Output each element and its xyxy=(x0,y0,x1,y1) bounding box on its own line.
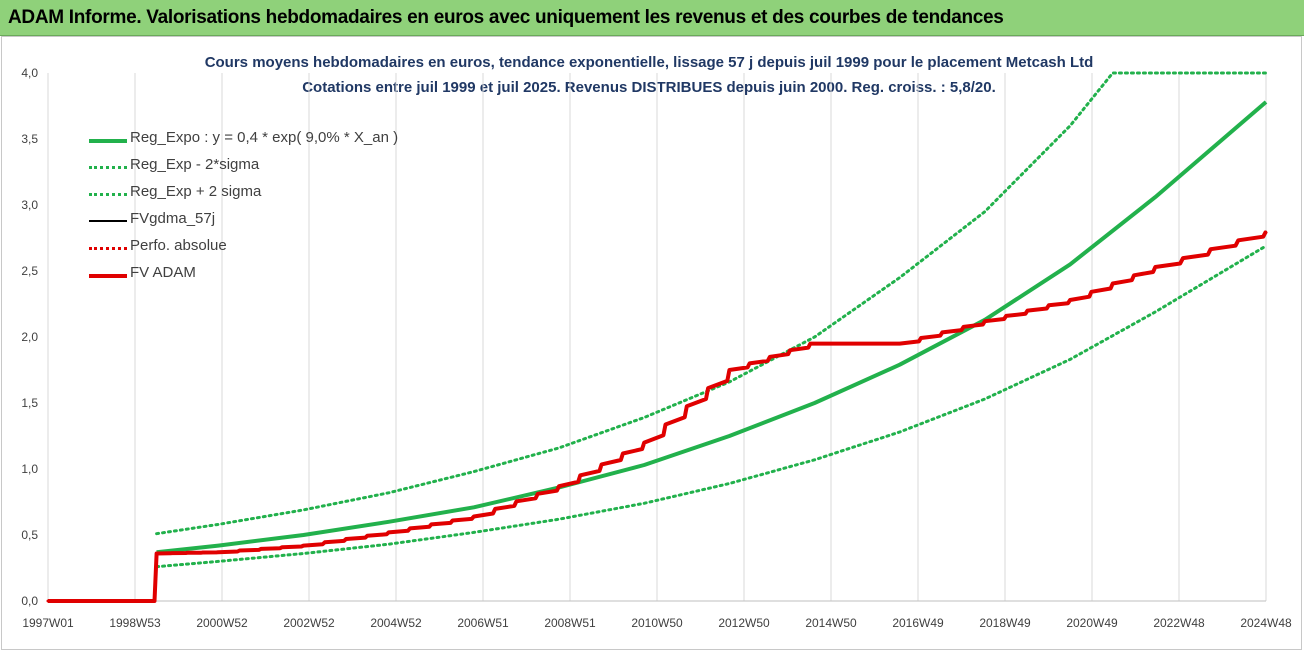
legend-item: Reg_Exp - 2*sigma xyxy=(86,154,426,181)
legend-swatch xyxy=(89,166,127,169)
legend-swatch xyxy=(89,139,127,143)
legend-item: FV ADAM xyxy=(86,262,426,289)
y-tick-label: 3,5 xyxy=(21,132,38,146)
legend-item: FVgdma_57j xyxy=(86,208,426,235)
y-tick-label: 4,0 xyxy=(21,66,38,80)
x-tick-label: 1997W01 xyxy=(22,616,74,630)
legend-label: Reg_Exp - 2*sigma xyxy=(130,156,260,173)
series-line-reg-expo-y-0-4-exp-9-0-x-an xyxy=(156,100,1268,555)
chart-subtitle: Cotations entre juil 1999 et juil 2025. … xyxy=(302,79,996,96)
legend-label: Perfo. absolue xyxy=(130,237,227,254)
series-line-reg-exp-2-sigma xyxy=(155,71,1268,536)
chart-legend: Reg_Expo : y = 0,4 * exp( 9,0% * X_an ) R… xyxy=(86,127,426,289)
series-line-reg-exp-2-sigma xyxy=(155,244,1268,569)
x-tick-label: 2022W48 xyxy=(1153,616,1205,630)
y-tick-label: 2,0 xyxy=(21,330,38,344)
legend-swatch xyxy=(89,247,127,250)
x-tick-label: 2006W51 xyxy=(457,616,509,630)
banner-title: ADAM Informe. Valorisations hebdomadaire… xyxy=(8,7,1004,28)
y-tick-label: 0,0 xyxy=(21,594,38,608)
x-tick-label: 2020W49 xyxy=(1066,616,1118,630)
series-line-fv-adam xyxy=(48,230,1268,603)
legend-item: Reg_Expo : y = 0,4 * exp( 9,0% * X_an ) xyxy=(86,127,426,154)
legend-swatch xyxy=(89,193,127,196)
chart-frame xyxy=(1,36,1302,650)
legend-item: Reg_Exp + 2 sigma xyxy=(86,181,426,208)
legend-label: Reg_Expo : y = 0,4 * exp( 9,0% * X_an ) xyxy=(130,129,399,146)
legend-label: FV ADAM xyxy=(130,264,196,281)
legend-swatch xyxy=(89,220,127,222)
y-tick-label: 3,0 xyxy=(21,198,38,212)
x-tick-label: 2008W51 xyxy=(544,616,596,630)
y-tick-label: 1,5 xyxy=(21,396,38,410)
x-tick-label: 2002W52 xyxy=(283,616,335,630)
y-tick-label: 2,5 xyxy=(21,264,38,278)
x-tick-label: 2016W49 xyxy=(892,616,944,630)
x-tick-label: 2010W50 xyxy=(631,616,683,630)
x-tick-label: 2024W48 xyxy=(1240,616,1292,630)
x-tick-label: 2014W50 xyxy=(805,616,857,630)
y-tick-label: 1,0 xyxy=(21,462,38,476)
x-tick-label: 2018W49 xyxy=(979,616,1031,630)
window-banner: ADAM Informe. Valorisations hebdomadaire… xyxy=(0,0,1304,36)
y-tick-label: 0,5 xyxy=(21,528,38,542)
legend-label: Reg_Exp + 2 sigma xyxy=(130,183,262,200)
chart-title: Cours moyens hebdomadaires en euros, ten… xyxy=(204,54,1094,71)
legend-item: Perfo. absolue xyxy=(86,235,426,262)
legend-label: FVgdma_57j xyxy=(130,210,216,227)
x-tick-label: 1998W53 xyxy=(109,616,161,630)
x-tick-label: 2004W52 xyxy=(370,616,422,630)
x-tick-label: 2012W50 xyxy=(718,616,770,630)
x-tick-label: 2000W52 xyxy=(196,616,248,630)
legend-swatch xyxy=(89,274,127,278)
